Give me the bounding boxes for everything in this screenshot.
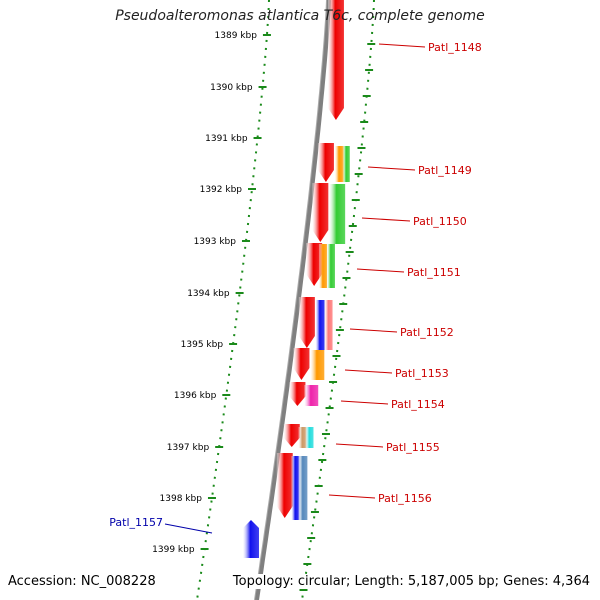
kbp-label: 1389 kbp [215,31,258,41]
gene-leader [361,217,411,222]
gene-label: Patl_1150 [413,215,467,228]
feature-bar [326,244,335,288]
gene-leader [344,369,393,374]
gene-arrow [293,348,310,380]
feature-bar [329,184,346,244]
gene-label: Patl_1154 [391,398,445,411]
gene-label: Patl_1153 [395,367,449,380]
feature-bar [334,146,344,182]
accession-label: Accession: NC_008228 [8,574,156,589]
gene-leader [349,328,398,333]
gene-label: Patl_1148 [428,41,482,54]
gene-arrow [327,0,344,120]
topology-label: Topology: circular; Length: 5,187,005 bp… [228,574,590,589]
gene-leader [335,443,384,448]
gene-leader [378,43,426,48]
feature-bar [305,427,314,448]
feature-bar [342,146,350,182]
kbp-label: 1395 kbp [181,340,224,350]
feature-bar [324,300,333,350]
gene-arrow [317,143,334,182]
gene-label: Patl_1151 [407,266,461,279]
gene-leader [164,523,213,534]
gene-arrow [289,382,306,406]
gene-arrow-minus [243,520,259,558]
feature-bar [315,300,325,350]
kbp-label: 1397 kbp [167,443,210,453]
gene-label: Patl_1149 [418,164,472,177]
gene-leader [356,268,405,273]
gene-label: Patl_1157 [109,516,163,529]
feature-bar [318,244,327,288]
gene-leader [367,166,416,171]
kbp-label: 1396 kbp [174,391,217,401]
gene-leader [328,494,376,499]
feature-bar [310,350,325,380]
feature-bar [291,456,300,520]
kbp-label: 1391 kbp [205,134,248,144]
gene-arrow [312,183,329,242]
feature-bar [304,385,319,406]
gene-arrow [276,453,293,518]
gene-arrow [298,297,315,348]
feature-bar [298,427,307,448]
gene-leader [340,400,389,405]
kbp-label: 1398 kbp [160,494,203,504]
gene-arrow [306,243,323,286]
feature-bar [298,456,308,520]
backbone [255,0,331,600]
kbp-label: 1399 kbp [152,545,195,555]
gene-label: Patl_1152 [400,326,454,339]
gene-label: Patl_1155 [386,441,440,454]
genome-title: Pseudoalteromonas atlantica T6c, complet… [115,8,485,24]
kbp-label: 1390 kbp [210,83,253,93]
kbp-label: 1393 kbp [194,237,237,247]
gene-label: Patl_1156 [378,492,432,505]
kbp-label: 1394 kbp [187,289,230,299]
gene-arrow [283,424,300,447]
kbp-label: 1392 kbp [200,185,243,195]
